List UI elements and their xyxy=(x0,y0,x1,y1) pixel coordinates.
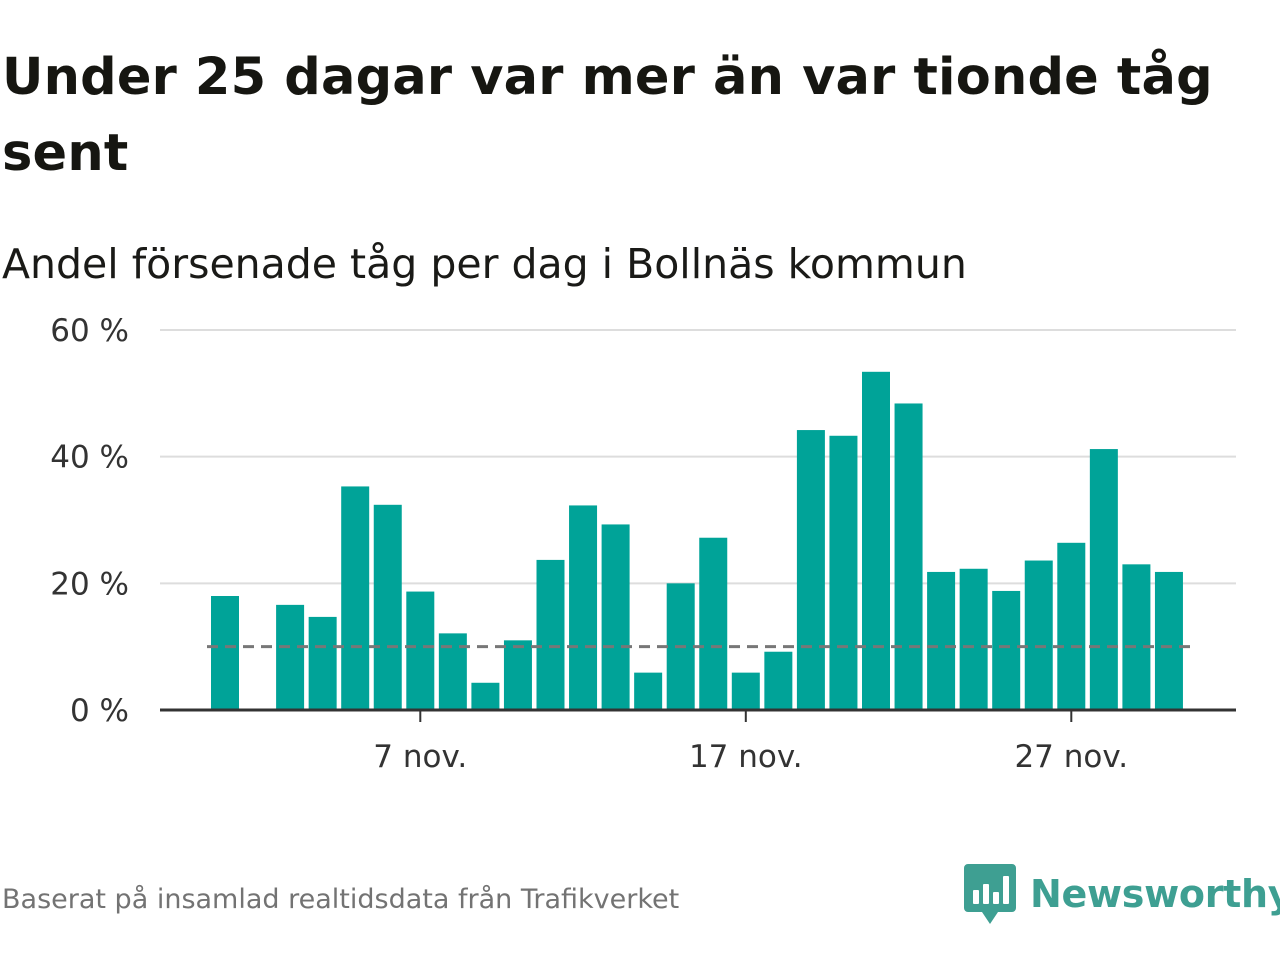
y-axis-labels: 0 % 20 % 40 % 60 % xyxy=(50,313,129,729)
bar xyxy=(1089,449,1118,710)
bar xyxy=(536,559,565,710)
bar xyxy=(503,640,532,710)
gridlines xyxy=(160,329,1236,585)
x-tick-label: 17 nov. xyxy=(689,739,803,775)
bar xyxy=(699,537,728,710)
bar xyxy=(471,682,500,710)
bar xyxy=(211,596,239,710)
bar xyxy=(796,430,825,710)
brand-name: Newsworthy xyxy=(1030,872,1280,916)
bars xyxy=(211,371,1183,710)
chart-subtitle: Andel försenade tåg per dag i Bollnäs ko… xyxy=(2,240,967,288)
bar xyxy=(1057,542,1086,710)
bar xyxy=(764,651,793,710)
bar xyxy=(438,633,467,710)
bar xyxy=(569,505,598,710)
x-tick-label: 27 nov. xyxy=(1014,739,1128,775)
bar xyxy=(862,371,890,710)
bar xyxy=(373,504,402,710)
chart-title: Under 25 dagar var mer än var tionde tåg… xyxy=(2,48,1213,183)
bar xyxy=(634,672,663,710)
x-tick-label: 7 nov. xyxy=(373,739,467,775)
y-tick-label: 20 % xyxy=(50,566,129,602)
bar xyxy=(959,568,988,710)
bar xyxy=(1154,571,1183,710)
bar xyxy=(341,486,370,710)
brand-logo[interactable]: Newsworthy xyxy=(964,862,1280,926)
y-tick-label: 0 % xyxy=(70,693,129,729)
source-note: Baserat på insamlad realtidsdata från Tr… xyxy=(2,884,680,915)
bar xyxy=(601,524,630,710)
y-tick-label: 60 % xyxy=(50,313,129,349)
bar xyxy=(276,604,305,710)
x-axis xyxy=(160,708,1236,722)
bar xyxy=(829,435,858,710)
bar xyxy=(308,616,337,710)
bar xyxy=(1024,560,1053,710)
bar xyxy=(927,571,956,710)
bar xyxy=(731,672,760,710)
newsworthy-logo-icon xyxy=(964,864,1016,924)
x-axis-labels: 7 nov. 17 nov. 27 nov. xyxy=(373,739,1128,775)
bar xyxy=(992,590,1021,710)
y-tick-label: 40 % xyxy=(50,440,129,476)
bar xyxy=(894,403,923,710)
bar xyxy=(406,591,435,710)
bar-chart: 0 % 20 % 40 % 60 % 7 nov. 17 nov. 27 nov. xyxy=(50,313,1236,775)
bar xyxy=(1122,564,1151,710)
